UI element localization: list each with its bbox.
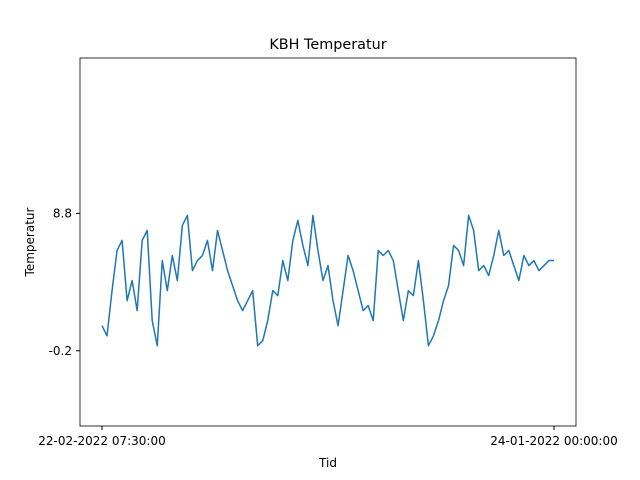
chart-title: KBH Temperatur — [269, 37, 386, 53]
y-tick-label: 8.8 — [53, 206, 72, 220]
plot-frame — [79, 57, 577, 427]
data-line — [101, 214, 555, 347]
y-axis-label: Temperatur — [23, 207, 37, 277]
x-tick-label: 22-02-2022 07:30:00 — [38, 434, 165, 448]
x-axis-label: Tid — [318, 456, 337, 470]
x-tick-label: 24-01-2022 00:00:00 — [490, 434, 617, 448]
y-tick-label: -0.2 — [49, 344, 72, 358]
